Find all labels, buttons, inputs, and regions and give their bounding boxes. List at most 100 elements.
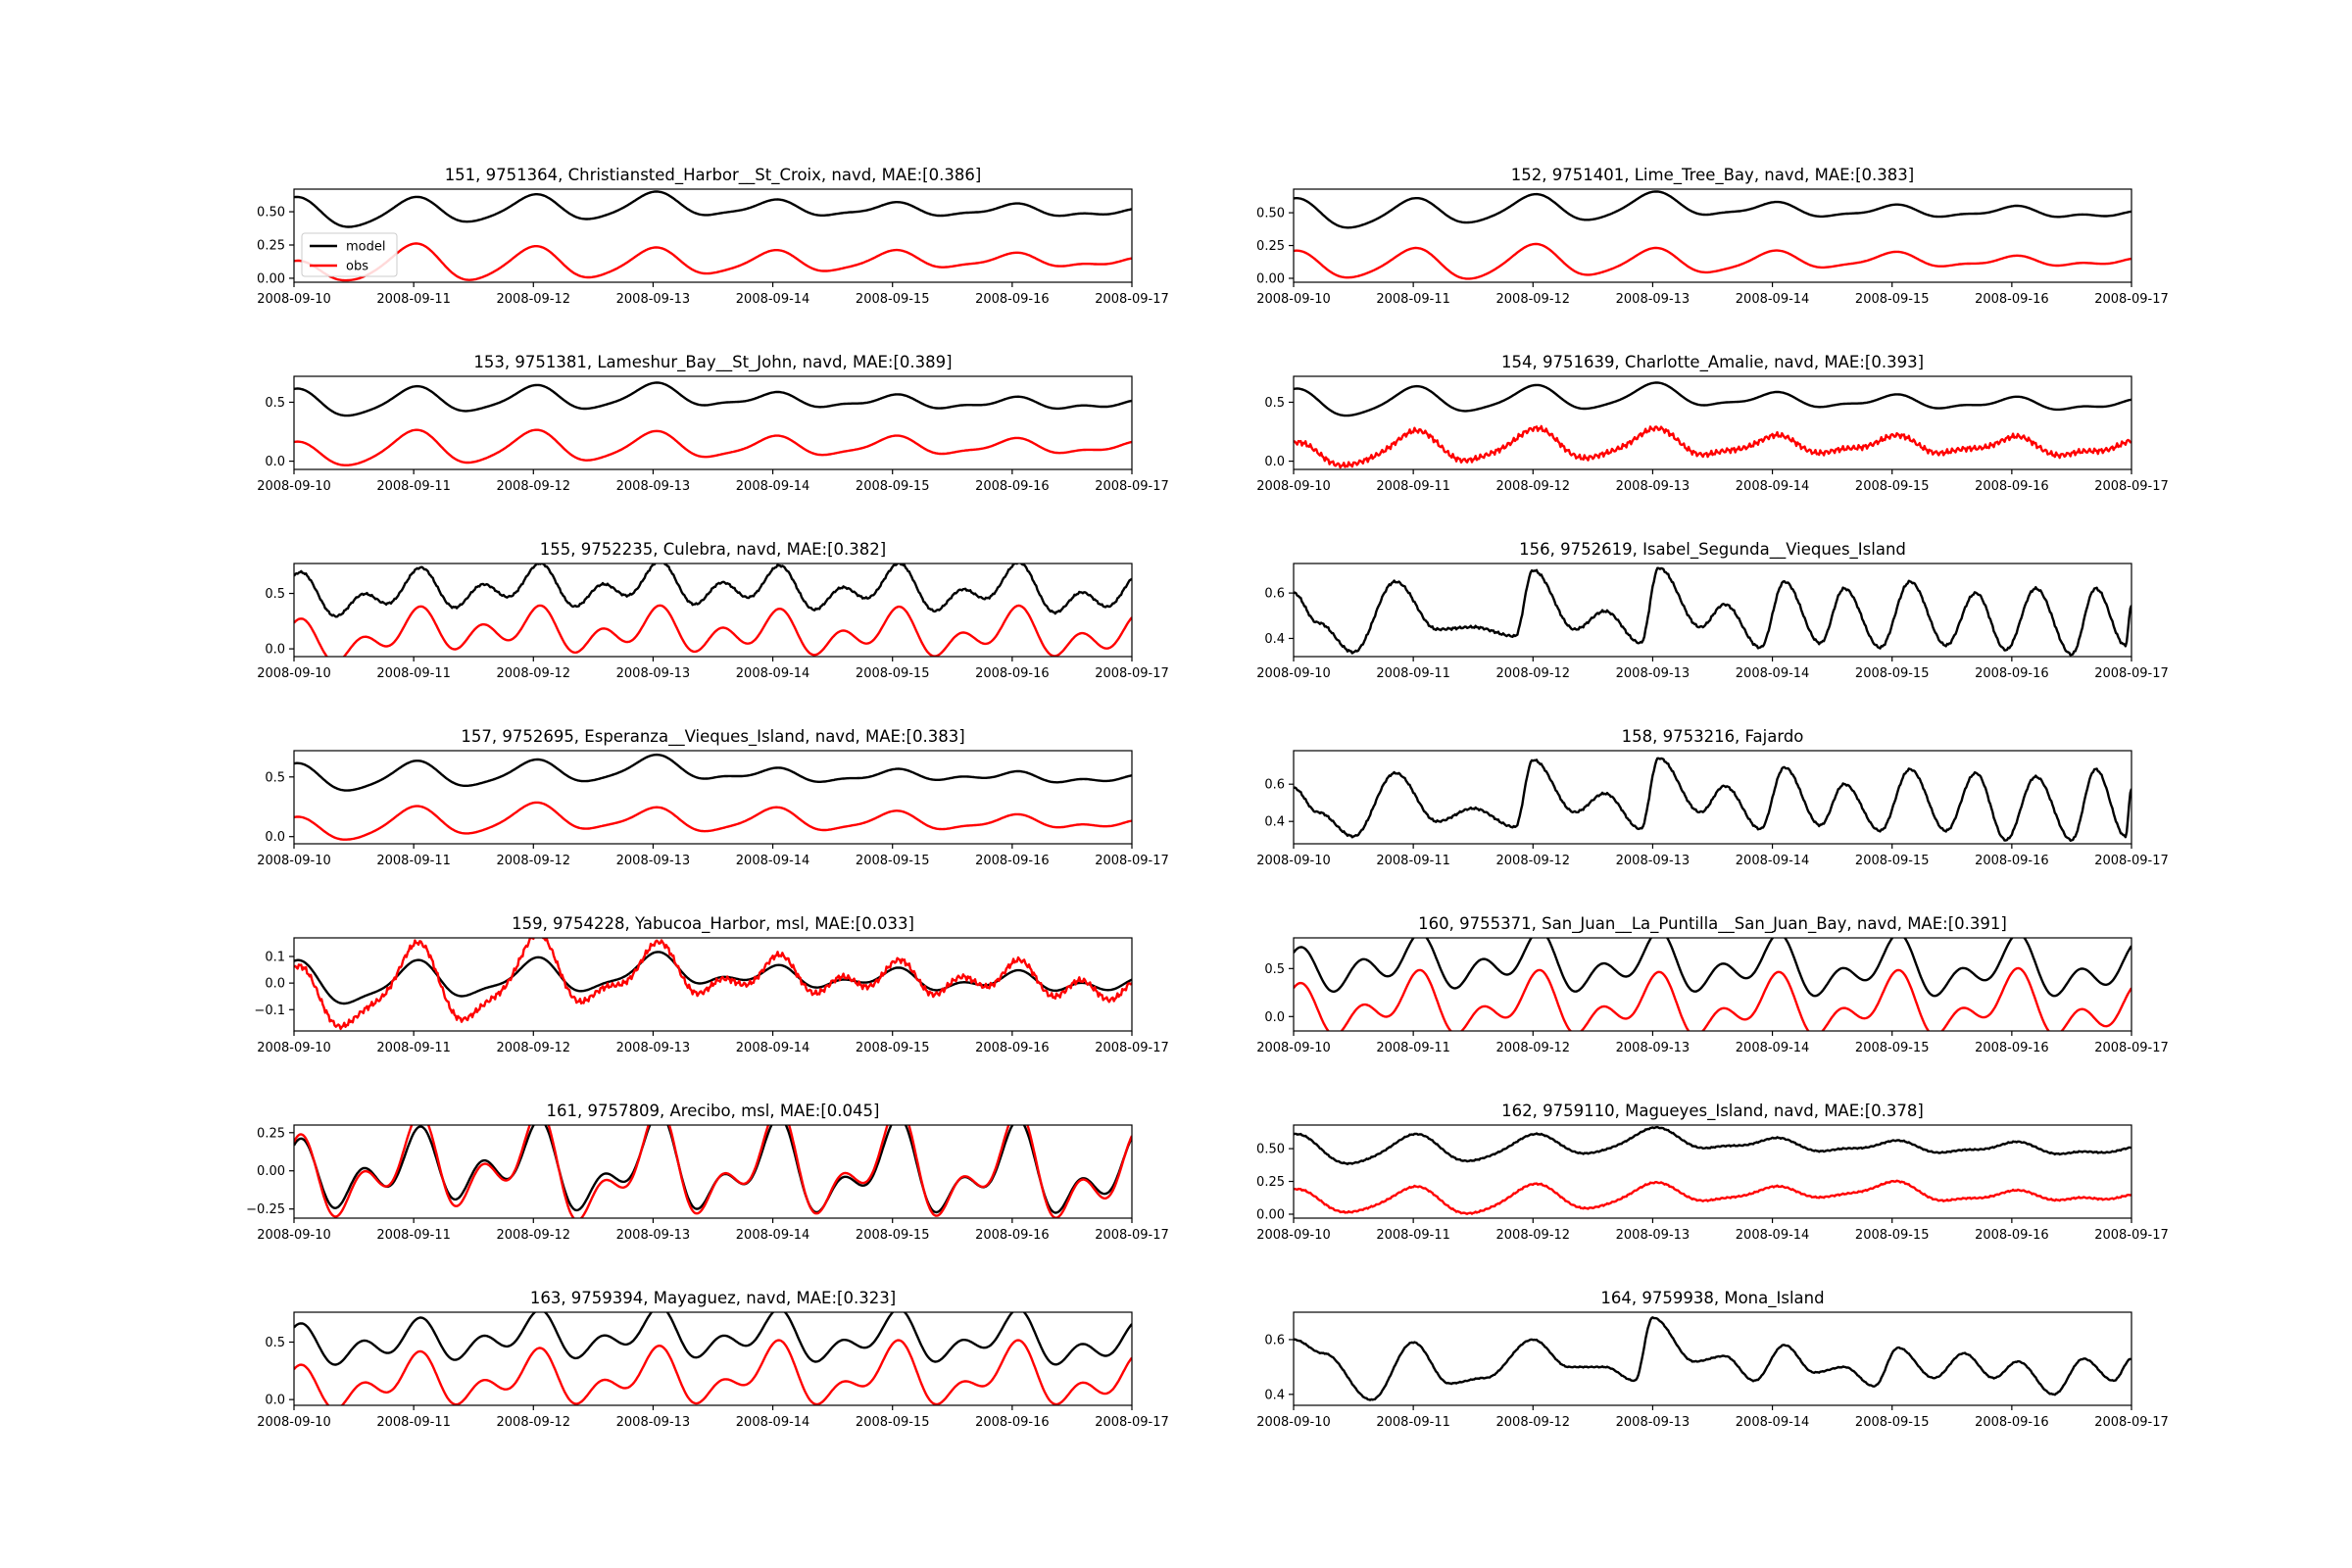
series-line-obs (294, 801, 1132, 841)
legend: model obs (301, 232, 398, 277)
x-tick-label: 2008-09-15 (1855, 1415, 1930, 1430)
subplot-8: 158, 9753216, Fajardo 2008-09-10 2008-09-1… (1256, 727, 2169, 868)
x-tick-label: 2008-09-16 (1975, 479, 2049, 494)
y-tick-label: 0.50 (1256, 207, 1285, 221)
axes-frame (293, 937, 1133, 1032)
x-tick-label: 2008-09-16 (975, 854, 1050, 868)
x-tick-label: 2008-09-17 (1095, 1228, 1169, 1243)
x-tick-label: 2008-09-15 (856, 1041, 930, 1055)
x-tick-label: 2008-09-16 (975, 479, 1050, 494)
subplot-5: 155, 9752235, Culebra, navd, MAE:[0.382]… (257, 540, 1169, 681)
subplot-4: 154, 9751639, Charlotte_Amalie, navd, MA… (1256, 353, 2169, 494)
x-tick-label: 2008-09-12 (497, 1041, 571, 1055)
y-tick-label: 0.25 (257, 239, 285, 254)
x-tick-label: 2008-09-14 (736, 1228, 810, 1243)
y-tick-label: 0.1 (265, 951, 285, 965)
x-tick-label: 2008-09-14 (1736, 292, 1810, 307)
x-tick-label: 2008-09-11 (376, 292, 451, 307)
x-tick-label: 2008-09-12 (1496, 666, 1571, 681)
x-tick-label: 2008-09-11 (1376, 854, 1450, 868)
y-tick-label: 0.4 (1264, 815, 1285, 830)
x-tick-label: 2008-09-16 (1975, 292, 2049, 307)
series-line-obs (1294, 1179, 2132, 1215)
x-tick-label: 2008-09-17 (1095, 292, 1169, 307)
x-tick-label: 2008-09-15 (856, 292, 930, 307)
x-tick-label: 2008-09-15 (1855, 854, 1930, 868)
x-tick-label: 2008-09-17 (1095, 1415, 1169, 1430)
y-tick-label: −0.1 (254, 1004, 285, 1018)
x-tick-label: 2008-09-15 (856, 479, 930, 494)
subplot-title: 154, 9751639, Charlotte_Amalie, navd, MA… (1501, 353, 1924, 372)
x-tick-label: 2008-09-11 (376, 1228, 451, 1243)
legend-label-obs: obs (346, 260, 368, 274)
x-tick-label: 2008-09-13 (616, 854, 691, 868)
x-tick-label: 2008-09-12 (1496, 292, 1571, 307)
subplot-3: 153, 9751381, Lameshur_Bay__St_John, nav… (257, 353, 1169, 494)
x-tick-label: 2008-09-13 (616, 1228, 691, 1243)
y-tick-label: 0.5 (265, 587, 285, 602)
x-tick-label: 2008-09-14 (1736, 1415, 1810, 1430)
subplot-7: 157, 9752695, Esperanza__Vieques_Island,… (257, 727, 1169, 868)
subplot-title: 164, 9759938, Mona_Island (1600, 1289, 1824, 1308)
x-tick-label: 2008-09-13 (616, 1041, 691, 1055)
x-tick-label: 2008-09-13 (1616, 1228, 1690, 1243)
axes-frame (293, 375, 1133, 470)
axes-frame (293, 750, 1133, 845)
x-tick-label: 2008-09-16 (1975, 854, 2049, 868)
x-tick-label: 2008-09-16 (1975, 1041, 2049, 1055)
x-tick-label: 2008-09-11 (1376, 666, 1450, 681)
subplot-10: 160, 9755371, San_Juan__La_Puntilla__San… (1256, 914, 2169, 1055)
y-tick-label: 0.25 (1256, 239, 1285, 254)
x-tick-label: 2008-09-11 (1376, 1041, 1450, 1055)
subplot-title: 156, 9752619, Isabel_Segunda__Vieques_Is… (1519, 540, 1906, 560)
y-tick-label: 0.50 (1256, 1143, 1285, 1157)
series-line-model (294, 951, 1132, 1005)
series-line-model (294, 381, 1132, 417)
x-tick-label: 2008-09-10 (1256, 1415, 1331, 1430)
series-line-obs (1294, 242, 2132, 280)
x-tick-label: 2008-09-13 (1616, 1041, 1690, 1055)
series-line-model (1294, 566, 2132, 657)
x-tick-label: 2008-09-12 (497, 292, 571, 307)
x-tick-label: 2008-09-13 (1616, 479, 1690, 494)
x-tick-label: 2008-09-16 (1975, 1415, 2049, 1430)
x-tick-label: 2008-09-14 (1736, 1041, 1810, 1055)
legend-label-model: model (346, 240, 385, 255)
x-tick-label: 2008-09-17 (2094, 854, 2169, 868)
x-tick-label: 2008-09-11 (376, 479, 451, 494)
series-line-model (1294, 381, 2132, 417)
x-tick-label: 2008-09-16 (975, 666, 1050, 681)
subplot-title: 152, 9751401, Lime_Tree_Bay, navd, MAE:[… (1511, 166, 1914, 185)
x-tick-label: 2008-09-14 (1736, 854, 1810, 868)
y-tick-label: 0.00 (1256, 271, 1285, 286)
x-tick-label: 2008-09-16 (975, 1041, 1050, 1055)
x-tick-label: 2008-09-15 (856, 666, 930, 681)
subplot-title: 158, 9753216, Fajardo (1622, 727, 1804, 746)
x-tick-label: 2008-09-14 (736, 854, 810, 868)
x-tick-label: 2008-09-12 (1496, 1041, 1571, 1055)
axes-frame (293, 188, 1133, 283)
x-tick-label: 2008-09-10 (257, 666, 331, 681)
subplot-2: 152, 9751401, Lime_Tree_Bay, navd, MAE:[… (1256, 166, 2169, 307)
y-tick-label: 0.00 (257, 271, 285, 286)
axes-frame (1293, 750, 2132, 845)
x-tick-label: 2008-09-17 (1095, 1041, 1169, 1055)
y-tick-label: 0.6 (1264, 1333, 1285, 1348)
y-tick-label: 0.25 (1256, 1175, 1285, 1190)
x-tick-label: 2008-09-15 (856, 854, 930, 868)
subplot-1: 151, 9751364, Christiansted_Harbor__St_C… (257, 166, 1169, 307)
subplot-title: 159, 9754228, Yabucoa_Harbor, msl, MAE:[… (512, 914, 914, 934)
x-tick-label: 2008-09-16 (975, 292, 1050, 307)
series-line-obs (294, 604, 1132, 657)
x-tick-label: 2008-09-11 (1376, 1415, 1450, 1430)
subplot-11: 161, 9757809, Arecibo, msl, MAE:[0.045] 2… (246, 1102, 1169, 1243)
axes-frame (1293, 937, 2132, 1032)
y-tick-label: 0.5 (265, 396, 285, 411)
series-line-model (1294, 1316, 2132, 1401)
x-tick-label: 2008-09-12 (497, 1415, 571, 1430)
y-tick-label: −0.25 (246, 1202, 285, 1217)
x-tick-label: 2008-09-11 (376, 666, 451, 681)
subplot-title: 153, 9751381, Lameshur_Bay__St_John, nav… (473, 353, 952, 372)
y-tick-label: 0.50 (257, 206, 285, 220)
